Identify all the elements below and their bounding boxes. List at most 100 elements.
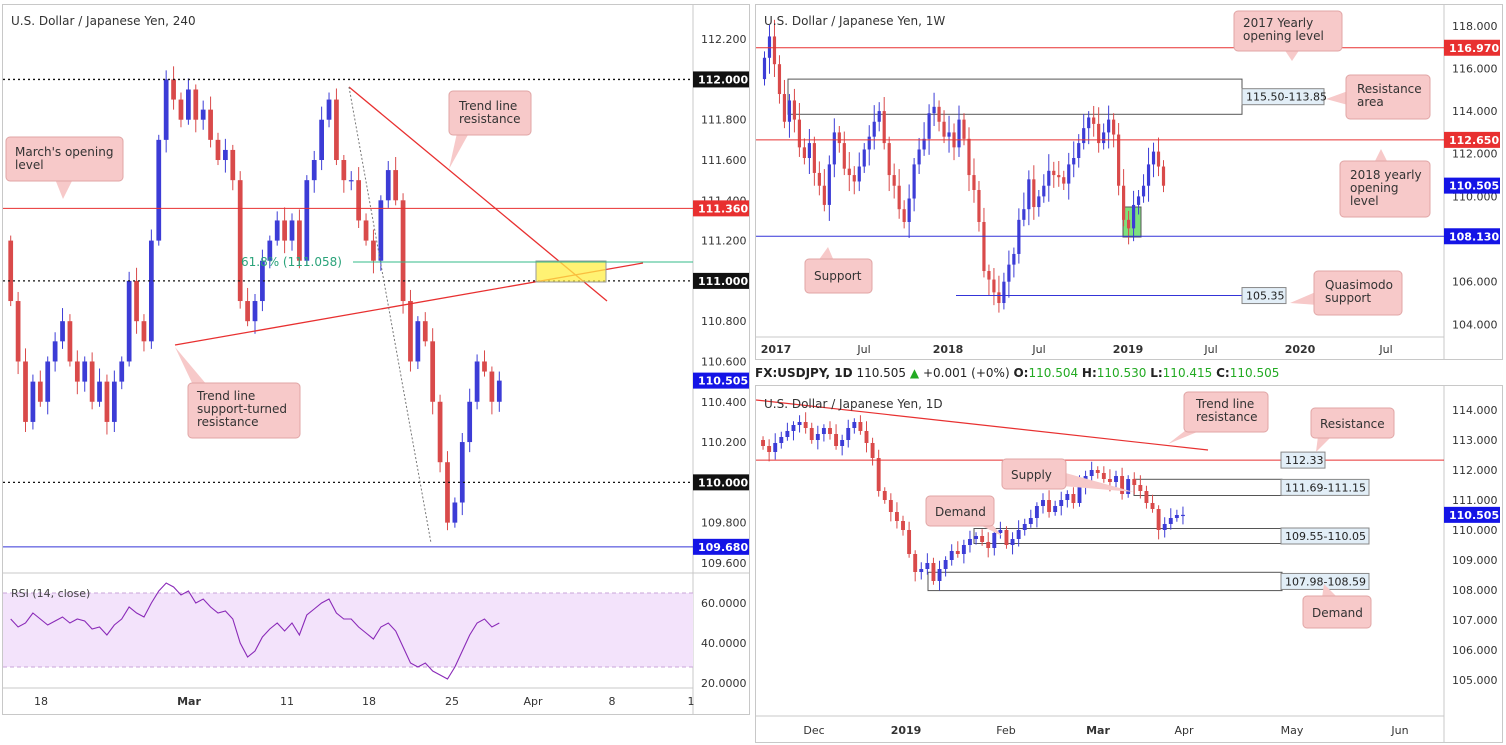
w-x-axis[interactable]: 2017 Jul 2018 Jul 2019 Jul 2020 Jul <box>761 343 1393 356</box>
candle-body <box>1151 151 1156 165</box>
candle-body <box>827 164 831 205</box>
candle-body <box>1007 264 1011 282</box>
candle-body <box>1022 209 1026 220</box>
candle-body <box>482 361 487 372</box>
candle-body <box>974 536 978 539</box>
candle-body <box>282 220 287 241</box>
candle-body <box>803 422 808 428</box>
d-zones[interactable]: 111.69-111.15 109.55-110.05 107.98-108.59 <box>927 478 1370 592</box>
candle-body <box>474 361 480 402</box>
last-price-text: 110.505 <box>1449 509 1499 522</box>
h4-y-axis[interactable]: 112.200111.800111.600111.400111.200110.8… <box>701 33 747 570</box>
usdjpy-1d-svg[interactable]: 111.69-111.15109.55-110.05107.98-108.59 … <box>756 386 1502 742</box>
usdjpy-240-svg[interactable]: 61.8% (111.058) 112.200111.800111.600111… <box>3 5 749 714</box>
candle-body <box>163 79 169 140</box>
callout-d-demand-upper[interactable]: Demand <box>925 495 1002 536</box>
candle-body <box>237 180 243 302</box>
y-tick-label: 110.600 <box>701 355 747 368</box>
candle-body <box>1162 524 1167 530</box>
candle-body <box>917 149 921 165</box>
y-tick-label: 110.000 <box>1452 524 1498 537</box>
zone-label: 107.98-108.59 <box>1285 575 1366 588</box>
h4-levels <box>3 78 693 548</box>
y-tick-label: 110.800 <box>701 315 747 328</box>
candle-body <box>178 99 184 120</box>
callout-d-demand-text: Demand <box>935 505 986 519</box>
candle-body <box>304 180 310 261</box>
y-tick-label: 114.000 <box>1452 404 1498 417</box>
candle-body <box>962 119 966 139</box>
callout-d-resistance[interactable]: Resistance <box>1310 407 1395 452</box>
d-x-axis[interactable]: Dec 2019 Feb Mar Apr May Jun <box>803 724 1408 737</box>
rsi-y-axis[interactable]: 60.0000 40.0000 20.0000 <box>701 597 747 690</box>
confluence-zone[interactable] <box>535 260 607 283</box>
symbol-info-bar: FX:USDJPY, 1D 110.505 ▲ +0.001 (+0%) O:1… <box>755 366 1280 380</box>
rsi-tick-label: 40.0000 <box>701 637 747 650</box>
candle-body <box>815 434 820 440</box>
w-y-axis[interactable]: 118.000 116.000 114.000 112.000 110.000 106.0… <box>1452 20 1498 332</box>
rsi-label: RSI (14, close) <box>11 587 90 600</box>
candle-body <box>496 380 502 402</box>
candle-body <box>1065 494 1070 500</box>
candle-body <box>1027 179 1031 210</box>
callout-d-supply[interactable]: Supply <box>1001 458 1134 492</box>
candle-body <box>1089 470 1094 476</box>
callout-support[interactable]: Support <box>804 247 873 294</box>
candle-body <box>777 64 782 95</box>
h4-x-axis[interactable]: 18 Mar 11 18 25 Apr 8 1 <box>34 695 695 708</box>
candle-body <box>45 361 51 402</box>
level-badge-text: 112.650 <box>1449 134 1499 147</box>
candle-body <box>393 170 399 201</box>
up-arrow-icon: ▲ <box>909 366 920 380</box>
candle-body <box>968 539 972 545</box>
candle-body <box>840 440 845 446</box>
usdjpy-1w-svg[interactable]: 115.50-113.85 118.000 116.000 114.000 112.0… <box>756 5 1502 359</box>
callout-quasimodo[interactable]: Quasimodo support <box>1290 270 1403 316</box>
candle-body <box>892 175 896 186</box>
callout-trend-line-resistance[interactable]: Trend line resistance <box>448 90 532 169</box>
x-tick-label: 1 <box>688 695 695 708</box>
candle-body <box>1144 491 1149 503</box>
d-trendline-resistance[interactable] <box>756 399 1209 451</box>
d-y-axis[interactable]: 114.000 113.000 112.000 111.000 110.000 109.0… <box>1452 404 1498 687</box>
candle-body <box>907 530 912 554</box>
usdjpy-1d-chart[interactable]: 111.69-111.15 109.55-110.05 107.98-108.59 … <box>755 385 1503 743</box>
candle-body <box>348 180 354 182</box>
candle-body <box>1168 518 1173 524</box>
callout-2018-yearly[interactable]: 2018 yearly opening level <box>1339 149 1431 218</box>
usdjpy-240-chart[interactable]: 61.8% (111.058) 112.200 111.800 111.600 111… <box>2 4 750 715</box>
candle-body <box>97 381 102 402</box>
y-tick-label: 114.000 <box>1452 105 1498 118</box>
candle-body <box>274 220 280 241</box>
candle-body <box>1012 253 1016 265</box>
candle-body <box>215 139 221 161</box>
callout-d-demand-lower[interactable]: Demand <box>1302 584 1372 629</box>
level-label: 105.35 <box>1246 290 1285 303</box>
y-tick-label: 109.600 <box>701 557 747 570</box>
candle-body <box>1052 170 1056 176</box>
zone-label: 111.69-111.15 <box>1285 481 1366 494</box>
h4-badges: 112.000 111.360 111.000 110.000 109.680 110.5… <box>693 71 749 555</box>
d-badges: 112.33 110.505 <box>1280 451 1500 523</box>
callout-2017-yearly[interactable]: 2017 Yearly opening level <box>1233 10 1343 61</box>
w-zones[interactable]: 115.50-113.85 <box>787 78 1327 115</box>
candle-body <box>126 280 132 362</box>
candle-body <box>987 271 991 280</box>
callout-resistance-area[interactable]: Resistance area <box>1326 74 1431 120</box>
callout-trendline-support[interactable]: Trend line support-turned resistance <box>175 347 301 439</box>
callout-2017-text: 2017 Yearly opening level <box>1243 16 1324 43</box>
fib-dotted-line <box>348 86 432 544</box>
candle-body <box>942 121 946 137</box>
candle-body <box>1102 132 1106 144</box>
candle-body <box>1097 123 1101 144</box>
callout-march-opening[interactable]: March's opening level <box>5 136 124 199</box>
usdjpy-1w-chart[interactable]: 115.50-113.85 118.000 116.000 114.000 112.0… <box>755 4 1503 360</box>
callout-d-trendline[interactable]: Trend line resistance <box>1168 391 1269 444</box>
x-tick-label: 8 <box>609 695 616 708</box>
candle-body <box>1131 204 1136 229</box>
candle-body <box>832 132 836 165</box>
level-badge <box>693 474 749 491</box>
h4-candles <box>8 66 502 531</box>
y-tick-label: 107.000 <box>1452 614 1498 627</box>
candle-body <box>877 111 881 122</box>
